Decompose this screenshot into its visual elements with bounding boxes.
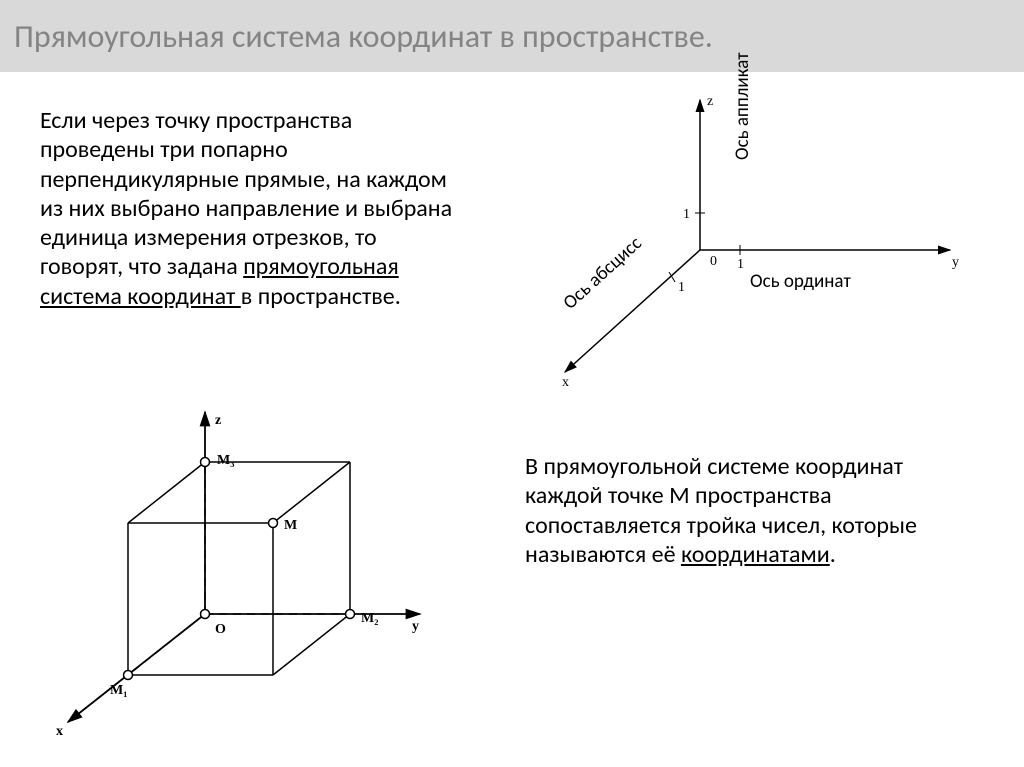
underlined-term: координатами <box>681 540 830 569</box>
axes-diagram: 1 1 1 0 z y x Ось аппликат Ось ординат О… <box>520 90 980 390</box>
origin-label: 0 <box>710 254 717 269</box>
title-bar: Прямоугольная система координат в простр… <box>0 0 1024 72</box>
text-segment: . <box>830 540 836 569</box>
M3-label: M₃ <box>217 453 234 468</box>
cube-diagram: z y x O M₃ M M₂ M₁ <box>50 402 450 742</box>
y-label: y <box>412 619 419 634</box>
text-segment: в пространстве. <box>241 282 401 311</box>
M-label: M <box>284 518 297 533</box>
z-axis-label: z <box>707 94 713 109</box>
y-axis-name: Ось ординат <box>750 270 851 293</box>
x-axis-name: Ось абсцисс <box>559 232 647 314</box>
y-axis-label: y <box>952 255 959 270</box>
O-label: O <box>215 622 226 637</box>
page-title: Прямоугольная система координат в простр… <box>14 17 713 56</box>
paragraph-definition: Если через точку пространства проведены … <box>40 106 460 311</box>
tick-label: 1 <box>737 257 744 272</box>
content-area: Если через точку пространства проведены … <box>0 72 1024 767</box>
z-label: z <box>215 413 221 428</box>
M1-label: M₁ <box>110 683 127 698</box>
x-axis-label: x <box>562 375 569 390</box>
paragraph-coordinates: В прямоугольной системе координат каждой… <box>525 452 985 569</box>
z-axis-name: Ось аппликат <box>731 52 754 160</box>
tick-label: 1 <box>683 207 690 222</box>
x-label: x <box>56 724 63 739</box>
M2-label: M₂ <box>361 611 378 626</box>
tick-label: 1 <box>678 280 685 295</box>
